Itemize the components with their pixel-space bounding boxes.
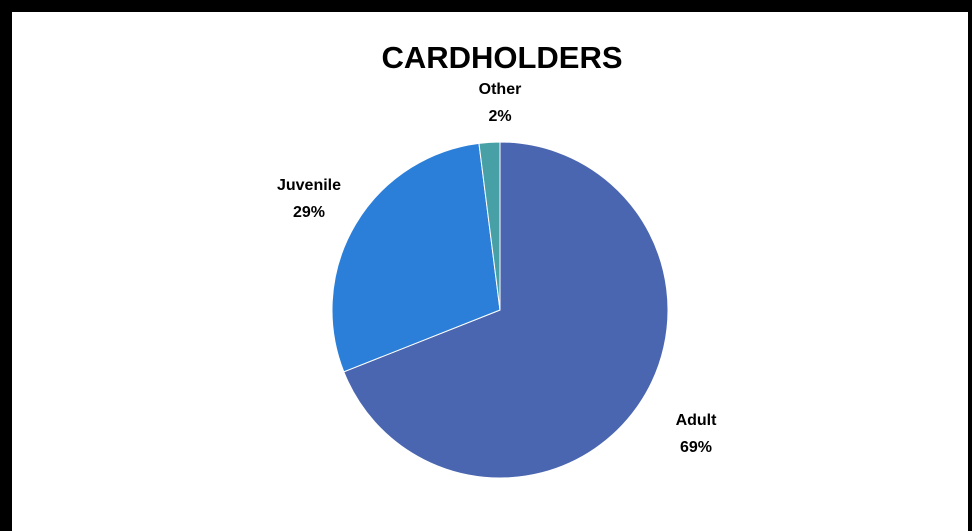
chart-area: CARDHOLDERS Adult 69% Juvenile 29% Other 2%	[12, 12, 968, 531]
pie-slice-juvenile	[331, 142, 501, 373]
slice-value-adult: 69%	[680, 439, 712, 456]
slice-value-other: 2%	[488, 108, 511, 125]
pie-slice-adult	[343, 141, 669, 479]
slice-value-juvenile: 29%	[293, 204, 325, 221]
slice-label-other: Other	[479, 81, 522, 98]
slice-label-juvenile: Juvenile	[277, 177, 341, 194]
pie-chart: CARDHOLDERS Adult 69% Juvenile 29% Other 2%	[277, 40, 717, 479]
pie-slice-other	[478, 141, 501, 311]
pie-slices	[331, 141, 669, 479]
slice-label-adult: Adult	[676, 412, 718, 429]
slice-labels: Adult 69% Juvenile 29% Other 2%	[277, 81, 717, 456]
chart-title: CARDHOLDERS	[381, 40, 622, 75]
